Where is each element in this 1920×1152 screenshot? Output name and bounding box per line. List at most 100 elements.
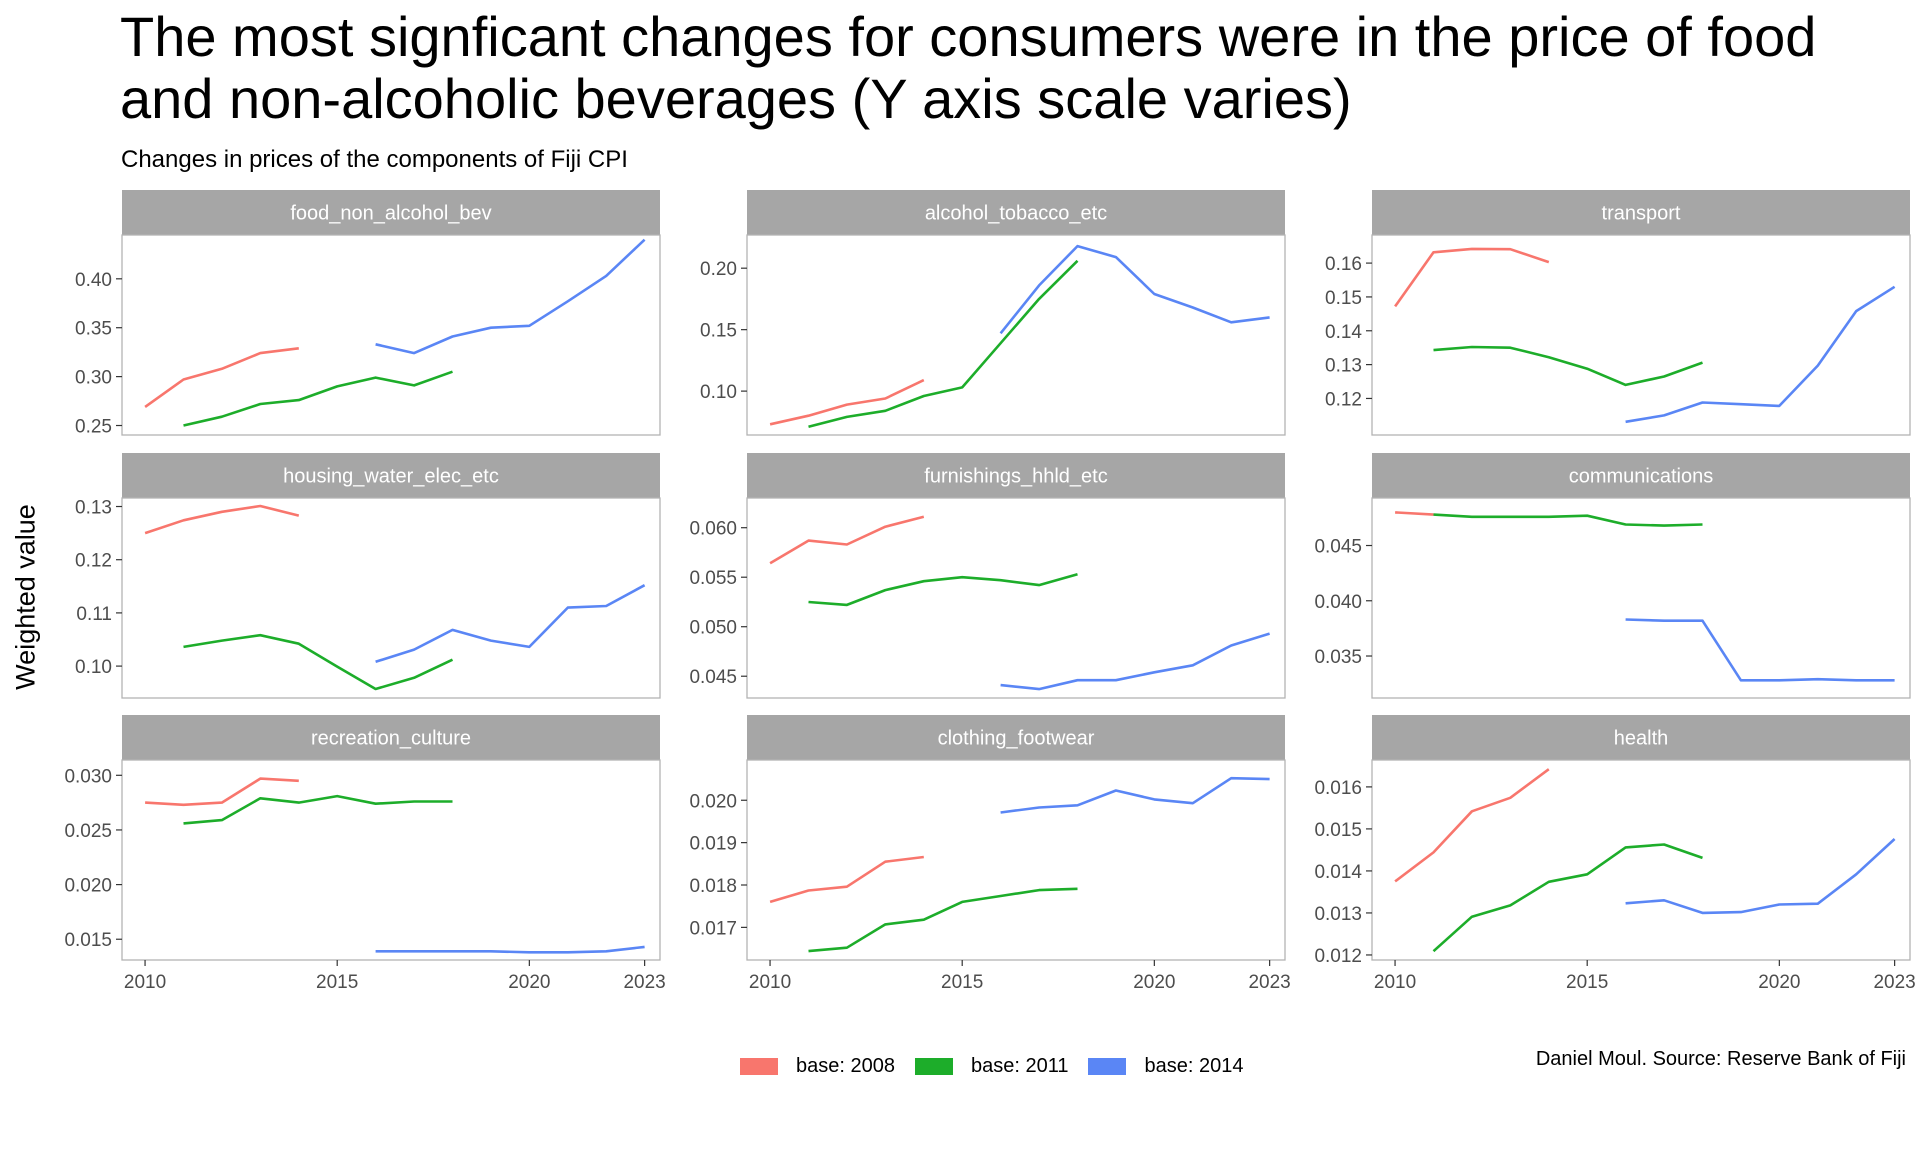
y-tick-label: 0.020	[64, 876, 112, 897]
series-line-base-2008-housing-water-elec-etc	[144, 504, 300, 535]
y-tick-label: 0.13	[1325, 356, 1362, 377]
y-tick-label: 0.019	[689, 834, 737, 855]
y-tick-label: 0.15	[1325, 288, 1362, 309]
series-line-base-2008-furnishings-hhld-etc	[769, 515, 925, 565]
chart-subtitle: Changes in prices of the components of F…	[121, 146, 628, 173]
caption: Daniel Moul. Source: Reserve Bank of Fij…	[1535, 1048, 1906, 1070]
y-tick-label: 0.035	[1314, 647, 1362, 668]
y-tick-label: 0.030	[64, 766, 112, 787]
x-tick-label: 2020	[1133, 972, 1175, 993]
y-tick-label: 0.12	[75, 551, 112, 572]
panel-border-food-non-alcohol-bev	[121, 234, 661, 436]
x-tick-label: 2015	[1566, 972, 1608, 993]
x-tick-label: 2023	[1873, 972, 1915, 993]
y-tick-label: 0.11	[76, 604, 112, 625]
series-line-base-2011-clothing-footwear	[808, 887, 1078, 953]
y-tick-label: 0.016	[1314, 778, 1362, 799]
series-line-base-2011-alcohol-tobacco-etc	[808, 259, 1079, 429]
x-tick-label: 2010	[124, 972, 166, 993]
y-tick-label: 0.35	[75, 319, 112, 340]
legend-key-base-2011	[914, 1058, 953, 1075]
facet-strip-transport	[1372, 190, 1910, 235]
y-tick-label: 0.10	[700, 382, 737, 403]
facet-strip-health	[1372, 715, 1910, 760]
y-tick-label: 0.10	[75, 657, 112, 678]
facet-strip-label: transport	[1602, 203, 1681, 225]
series-line-base-2008-food-non-alcohol-bev	[144, 347, 299, 408]
y-tick-label: 0.018	[689, 876, 737, 897]
y-tick-label: 0.025	[64, 821, 112, 842]
x-tick-label: 2010	[749, 972, 791, 993]
series-line-base-2011-transport	[1433, 345, 1703, 387]
x-tick-label: 2020	[508, 972, 550, 993]
series-line-base-2011-food-non-alcohol-bev	[183, 370, 453, 427]
panel-border-recreation-culture	[121, 759, 661, 961]
series-line-base-2014-alcohol-tobacco-etc	[999, 244, 1270, 335]
series-line-base-2011-housing-water-elec-etc	[183, 633, 454, 691]
y-tick-label: 0.16	[1325, 254, 1362, 275]
legend-key-base-2014	[1088, 1058, 1127, 1075]
panel-border-housing-water-elec-etc	[121, 497, 661, 699]
x-tick-label: 2015	[316, 972, 358, 993]
panel-border-health	[1371, 759, 1911, 961]
facet-strip-label: health	[1614, 728, 1669, 750]
y-tick-label: 0.015	[1314, 820, 1362, 841]
series-line-base-2014-communications	[1625, 618, 1895, 682]
x-tick-label: 2010	[1374, 972, 1416, 993]
facet-strip-communications	[1372, 453, 1910, 498]
series-line-base-2008-alcohol-tobacco-etc	[769, 378, 925, 426]
y-tick-label: 0.045	[689, 667, 737, 688]
panel-border-alcohol-tobacco-etc	[746, 234, 1286, 436]
legend-label: base: 2014	[1144, 1055, 1244, 1077]
legend-item-base-2008: base: 2008	[740, 1055, 895, 1078]
facet-strip-food-non-alcohol-bev	[122, 190, 660, 235]
series-line-base-2008-recreation-culture	[145, 777, 299, 807]
series-line-base-2008-communications	[1395, 511, 1434, 516]
y-tick-label: 0.30	[75, 368, 112, 389]
facet-strip-housing-water-elec-etc	[122, 453, 660, 498]
x-tick-label: 2023	[1248, 972, 1290, 993]
series-line-base-2008-health	[1394, 768, 1550, 883]
x-tick-label: 2015	[941, 972, 983, 993]
panel-border-transport	[1371, 234, 1911, 436]
y-tick-label: 0.20	[700, 259, 737, 280]
legend: base: 2008 base: 2011 base: 2014	[740, 1055, 1263, 1078]
legend-item-base-2011: base: 2011	[914, 1055, 1069, 1078]
facet-strip-label: alcohol_tobacco_etc	[925, 203, 1107, 225]
facet-strip-alcohol-tobacco-etc	[747, 190, 1285, 235]
series-line-base-2014-food-non-alcohol-bev	[375, 238, 646, 355]
legend-key-base-2008	[740, 1058, 778, 1075]
x-tick-label: 2020	[1758, 972, 1800, 993]
y-tick-label: 0.045	[1314, 537, 1362, 558]
series-line-base-2011-communications	[1433, 513, 1703, 527]
series-line-base-2014-recreation-culture	[375, 945, 645, 954]
series-line-base-2014-furnishings-hhld-etc	[1000, 632, 1270, 691]
y-tick-label: 0.13	[75, 498, 112, 519]
y-tick-label: 0.15	[700, 321, 737, 342]
series-line-base-2014-transport	[1625, 285, 1896, 424]
series-line-base-2014-clothing-footwear	[1000, 776, 1270, 814]
legend-label: base: 2008	[796, 1055, 895, 1077]
y-tick-label: 0.25	[75, 417, 112, 438]
facet-strip-recreation-culture	[122, 715, 660, 760]
y-tick-label: 0.055	[689, 568, 737, 589]
series-line-base-2008-clothing-footwear	[769, 855, 924, 904]
y-tick-label: 0.40	[75, 270, 112, 291]
y-tick-label: 0.12	[1325, 389, 1362, 410]
legend-label: base: 2011	[970, 1055, 1069, 1077]
series-line-base-2008-transport	[1394, 247, 1550, 308]
y-tick-label: 0.013	[1314, 904, 1362, 925]
y-tick-label: 0.012	[1314, 946, 1362, 967]
series-line-base-2011-health	[1432, 843, 1703, 953]
x-tick-label: 2023	[623, 972, 665, 993]
series-line-base-2014-health	[1625, 838, 1896, 915]
y-tick-label: 0.050	[689, 618, 737, 639]
facet-strip-label: recreation_culture	[311, 728, 471, 750]
panel-border-furnishings-hhld-etc	[746, 497, 1286, 699]
facet-strip-label: food_non_alcohol_bev	[290, 203, 491, 225]
legend-item-base-2014: base: 2014	[1088, 1055, 1243, 1078]
y-tick-label: 0.040	[1314, 592, 1362, 613]
series-line-base-2011-furnishings-hhld-etc	[808, 572, 1078, 607]
y-tick-label: 0.014	[1314, 862, 1362, 883]
